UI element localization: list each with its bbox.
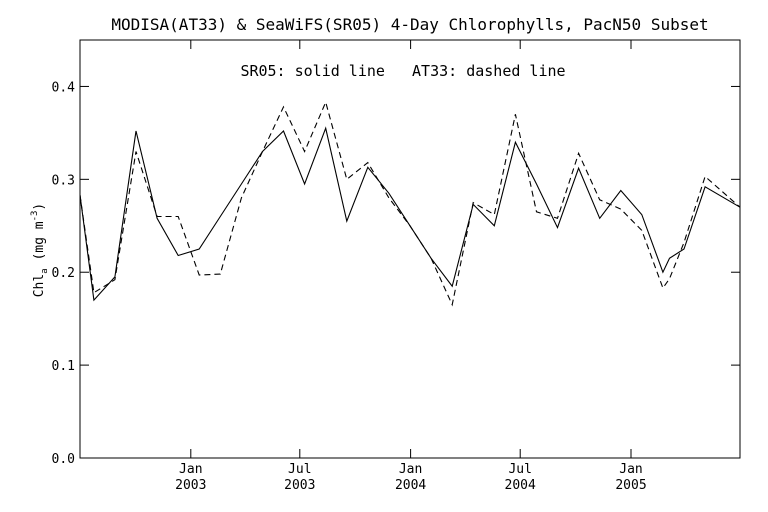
- x-tick-month: Jan: [619, 462, 642, 477]
- y-tick-label: 0.3: [52, 173, 75, 188]
- x-tick-year: 2003: [175, 478, 206, 493]
- x-tick-month: Jan: [399, 462, 422, 477]
- x-tick-year: 2004: [395, 478, 426, 493]
- y-tick-label: 0.0: [52, 452, 75, 467]
- y-label-unit-close: ): [32, 203, 47, 211]
- x-tick-month: Jan: [179, 462, 202, 477]
- series-annotation: SR05: solid line AT33: dashed line: [240, 62, 565, 80]
- y-axis-label: Chla (mg m-3): [30, 203, 50, 298]
- y-tick-label: 0.2: [52, 266, 75, 281]
- x-tick-year: 2004: [505, 478, 536, 493]
- plot-frame: [79, 39, 741, 459]
- x-tick-year: 2003: [284, 478, 315, 493]
- y-label-sub: a: [40, 268, 50, 273]
- y-label-base: Chl: [32, 274, 47, 297]
- y-label-sup: -3: [30, 211, 40, 222]
- x-tick-month: Jul: [508, 462, 531, 477]
- chart-title: MODISA(AT33) & SeaWiFS(SR05) 4-Day Chlor…: [111, 15, 708, 34]
- y-tick-label: 0.1: [52, 359, 75, 374]
- series-line-sr05: [79, 126, 741, 302]
- x-tick-month: Jul: [288, 462, 311, 477]
- x-tick-year: 2005: [615, 478, 646, 493]
- series-layer: [79, 100, 741, 307]
- series-line-at33: [79, 100, 741, 307]
- y-tick-label: 0.4: [52, 80, 76, 95]
- y-label-unit-open: (mg m: [32, 221, 47, 268]
- y-axis: 0.0 0.1 0.2 0.3 0.4: [52, 80, 740, 467]
